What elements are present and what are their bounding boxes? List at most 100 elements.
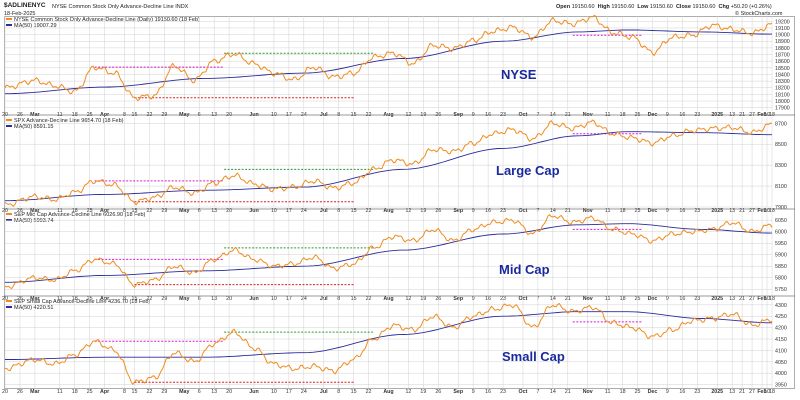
y-tick-label: 18900 bbox=[775, 39, 790, 45]
y-tick-label: 5900 bbox=[775, 253, 787, 259]
ohlc-readout: Open 19150.60 High 19150.60 Low 19150.60… bbox=[556, 4, 772, 10]
y-tick-label: 18800 bbox=[775, 46, 790, 52]
x-tick-label: Feb bbox=[757, 389, 767, 395]
x-tick-label: Oct bbox=[519, 389, 528, 395]
x-tick-label: Mar bbox=[30, 389, 39, 395]
x-tick-label: 23 bbox=[500, 389, 506, 395]
x-tick-label: 16 bbox=[679, 389, 685, 395]
legend-series: S&P Mid Cap Advance-Decline Line 6026.90… bbox=[6, 212, 145, 218]
x-tick-label: 20 bbox=[226, 389, 232, 395]
y-tick-label: 4000 bbox=[775, 371, 787, 377]
legend-text: MA(50) 4220.51 bbox=[14, 305, 54, 311]
x-tick-label: Jun bbox=[249, 389, 258, 395]
x-tick-label: 8 bbox=[337, 389, 340, 395]
x-tick-label: 14 bbox=[550, 389, 556, 395]
x-tick-label: 29 bbox=[161, 389, 167, 395]
x-tick-label: 13 bbox=[211, 389, 217, 395]
x-tick-label: 25 bbox=[635, 389, 641, 395]
x-tick-label: Jul bbox=[320, 296, 328, 302]
y-tick-label: 18400 bbox=[775, 72, 790, 78]
x-tick-label: 15 bbox=[132, 389, 138, 395]
y-tick-label: 18100 bbox=[775, 92, 790, 98]
x-tick-label: 21 bbox=[739, 389, 745, 395]
panel-0: 1920019100190001890018800187001860018500… bbox=[2, 14, 790, 118]
x-tick-label: 22 bbox=[146, 389, 152, 395]
y-tick-label: 8500 bbox=[775, 142, 787, 148]
panel-1: 870085008300810079002026Mar111825Apr8152… bbox=[2, 114, 795, 214]
y-tick-label: 4250 bbox=[775, 314, 787, 320]
y-tick-label: 19000 bbox=[775, 33, 790, 39]
x-tick-label: 8 bbox=[123, 389, 126, 395]
x-tick-label: 20 bbox=[2, 389, 8, 395]
x-tick-label: 16 bbox=[485, 389, 491, 395]
y-tick-label: 6050 bbox=[775, 218, 787, 224]
y-tick-label: 8700 bbox=[775, 121, 787, 127]
credit-label: © StockCharts.com bbox=[735, 11, 783, 17]
x-tick-label: 7 bbox=[536, 389, 539, 395]
advance-decline-line bbox=[4, 14, 773, 102]
y-tick-label: 5950 bbox=[775, 241, 787, 247]
legend-swatch bbox=[6, 119, 12, 121]
legend-series: NYSE Common Stock Only Advance-Decline L… bbox=[6, 17, 200, 23]
y-tick-label: 19200 bbox=[775, 19, 790, 25]
chart-frame bbox=[4, 16, 795, 389]
y-tick-label: 18700 bbox=[775, 53, 790, 59]
legend-series: S&P Small Cap Advance-Decline Line 4236.… bbox=[6, 299, 150, 305]
panel-label-large-cap: Large Cap bbox=[496, 163, 560, 178]
y-tick-label: 7900 bbox=[775, 205, 787, 211]
panel-label-mid-cap: Mid Cap bbox=[499, 262, 550, 277]
legend-ma: MA(50) 8591.15 bbox=[6, 124, 53, 130]
y-tick-label: 18500 bbox=[775, 66, 790, 72]
x-tick-label: 11 bbox=[605, 389, 611, 395]
advance-decline-line bbox=[4, 214, 773, 290]
x-tick-label: 9 bbox=[472, 389, 475, 395]
y-tick-label: 8300 bbox=[775, 163, 787, 169]
legend-text: NYSE Common Stock Only Advance-Decline L… bbox=[14, 17, 200, 23]
chart-date: 18-Feb-2025 bbox=[4, 11, 36, 17]
x-tick-label: 18 bbox=[72, 389, 78, 395]
legend-swatch bbox=[6, 125, 12, 127]
y-tick-label: 4200 bbox=[775, 326, 787, 332]
advance-decline-line bbox=[4, 119, 773, 208]
legend-text: MA(50) 5993.74 bbox=[14, 218, 54, 224]
moving-average-line bbox=[5, 131, 772, 202]
legend-text: S&P Mid Cap Advance-Decline Line 6026.90… bbox=[14, 212, 146, 218]
x-tick-label: Sep bbox=[453, 208, 463, 214]
legend-swatch bbox=[6, 18, 12, 20]
x-tick-label: Nov bbox=[583, 389, 593, 395]
chart-title: NYSE Common Stock Only Advance-Decline L… bbox=[52, 4, 189, 10]
y-tick-label: 3950 bbox=[775, 383, 787, 389]
x-tick-label: 26 bbox=[17, 389, 23, 395]
x-tick-label: Dec bbox=[648, 389, 658, 395]
panel-label-small-cap: Small Cap bbox=[502, 349, 565, 364]
x-tick-label: 25 bbox=[87, 389, 93, 395]
x-tick-label: 10 bbox=[764, 389, 770, 395]
y-tick-label: 18200 bbox=[775, 86, 790, 92]
legend-swatch bbox=[6, 213, 12, 215]
x-tick-label: 9 bbox=[666, 389, 669, 395]
x-tick-label: Feb bbox=[757, 296, 767, 302]
y-tick-label: 18000 bbox=[775, 99, 790, 105]
x-tick-label: 23 bbox=[694, 389, 700, 395]
y-tick-label: 18600 bbox=[775, 59, 790, 65]
x-tick-label: 6 bbox=[198, 389, 201, 395]
y-tick-label: 4050 bbox=[775, 360, 787, 366]
x-tick-label: Apr bbox=[100, 389, 109, 395]
x-tick-label: 15 bbox=[351, 389, 357, 395]
x-tick-label: 18 bbox=[620, 389, 626, 395]
legend-series: SPX Advance-Decline Line 9654.70 (18 Feb… bbox=[6, 118, 123, 124]
x-tick-label: Sep bbox=[453, 296, 463, 302]
x-tick-label: 18 bbox=[769, 389, 775, 395]
x-tick-label: 22 bbox=[366, 389, 372, 395]
y-tick-label: 8100 bbox=[775, 184, 787, 190]
x-tick-label: Sep bbox=[453, 389, 463, 395]
x-tick-label: 10 bbox=[271, 389, 277, 395]
moving-average-line bbox=[5, 311, 772, 360]
symbol-label: $ADLINENYC bbox=[4, 2, 46, 9]
x-tick-label: 26 bbox=[435, 389, 441, 395]
x-tick-label: 21 bbox=[565, 389, 571, 395]
legend-text: SPX Advance-Decline Line 9654.70 (18 Feb… bbox=[14, 118, 124, 124]
x-tick-label: 17 bbox=[286, 389, 292, 395]
